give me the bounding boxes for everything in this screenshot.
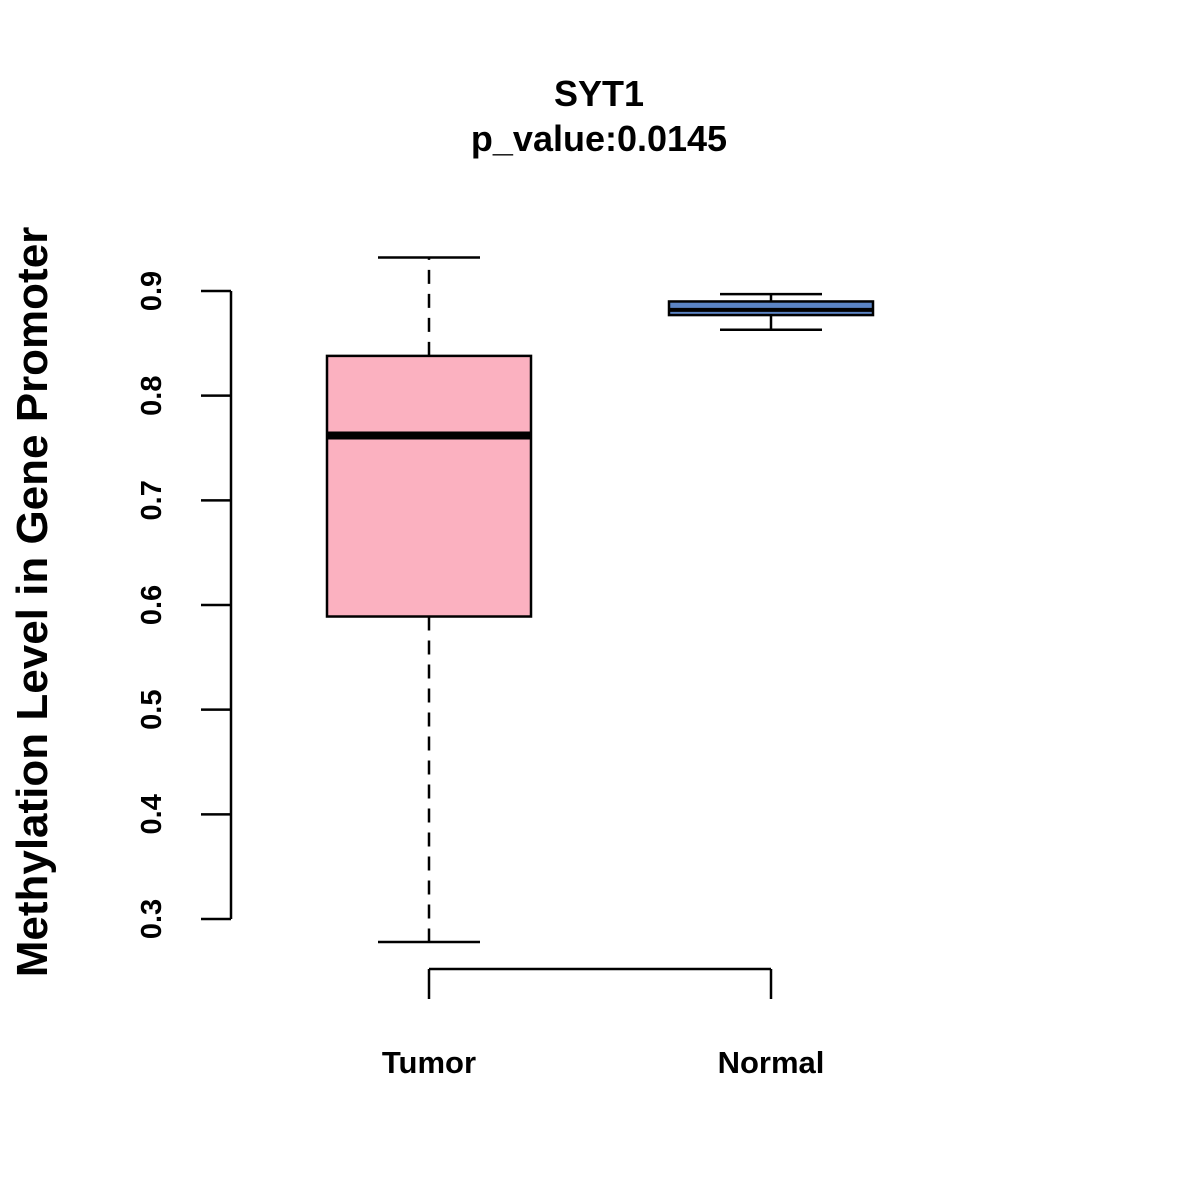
x-tick-label-normal: Normal xyxy=(718,1045,825,1080)
y-tick-label: 0.6 xyxy=(136,585,168,625)
chart-subtitle: p_value:0.0145 xyxy=(471,118,727,159)
y-tick-label: 0.3 xyxy=(136,899,168,939)
y-axis: 0.3 0.4 0.5 0.6 0.7 0.8 0.9 xyxy=(136,271,233,939)
y-tick-label: 0.4 xyxy=(136,794,168,834)
y-tick-label: 0.9 xyxy=(136,271,168,311)
boxes xyxy=(325,256,875,944)
y-tick-label: 0.8 xyxy=(136,376,168,416)
chart-title: SYT1 xyxy=(554,73,644,114)
box-tumor xyxy=(325,354,533,618)
x-axis: Tumor Normal xyxy=(382,967,825,1080)
y-tick-label: 0.7 xyxy=(136,480,168,520)
y-axis-label: Methylation Level in Gene Promoter xyxy=(8,227,57,978)
y-tick-label: 0.5 xyxy=(136,690,168,730)
x-tick-label-tumor: Tumor xyxy=(382,1045,476,1080)
